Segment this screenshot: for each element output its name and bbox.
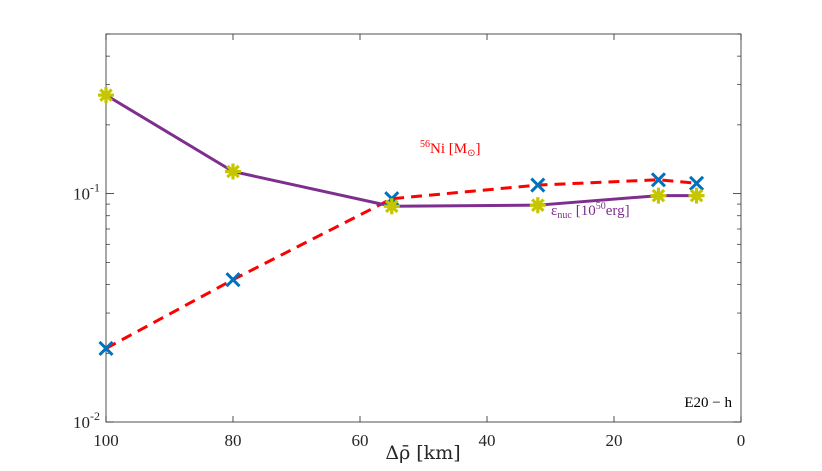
marker-stroke [651, 188, 666, 203]
x-tick-label: 60 [352, 431, 369, 450]
marker-stroke [226, 164, 240, 179]
data-point [225, 163, 241, 180]
marker-stroke [688, 175, 705, 191]
data-point [529, 197, 546, 214]
series-line-0 [105, 178, 697, 350]
annotation-ni-text: Ni [M [430, 141, 467, 157]
annotation-enuc-sup: 50 [596, 201, 606, 212]
marker-stroke [530, 177, 546, 193]
marker-stroke [689, 188, 704, 203]
model-label: E20 − h [684, 395, 732, 411]
data-point [688, 175, 705, 191]
data-point [98, 340, 114, 356]
data-point [650, 172, 667, 188]
plot-area [105, 33, 742, 423]
annotation-enuc-text1: [10 [576, 203, 596, 219]
x-axis-label: Δρ̄ [km] [385, 442, 460, 464]
data-point [98, 87, 114, 104]
y-tick-labels: 10-2 10-1 [73, 181, 100, 432]
series-layer [98, 87, 705, 356]
y-tick-label: 10-1 [73, 181, 100, 204]
annotation-ni: 56Ni [M⊙] [420, 139, 480, 159]
annotation-ni-close: ] [475, 141, 480, 157]
marker-stroke [98, 340, 114, 356]
marker-stroke [384, 199, 399, 214]
annotation-ni-sup: 56 [420, 139, 430, 150]
annotation-enuc: εnuc [1050erg] [551, 201, 630, 221]
data-point [688, 187, 705, 204]
annotation-enuc-sub: nuc [557, 210, 572, 221]
x-tick-label: 80 [225, 431, 242, 450]
annotation-enuc-symbol: ε [551, 203, 557, 219]
x-tick-label: 40 [479, 431, 496, 450]
x-tick-label: 0 [737, 431, 746, 450]
marker-stroke [99, 88, 113, 102]
x-tick-label: 100 [93, 431, 119, 450]
axis-ticks [105, 33, 742, 423]
annotation-ni-sub: ⊙ [467, 148, 475, 159]
data-point [530, 177, 546, 193]
marker-stroke [531, 198, 545, 212]
annotation-enuc-text2: erg] [606, 203, 630, 219]
marker-stroke [225, 272, 241, 288]
x-tick-label: 20 [606, 431, 623, 450]
y-tick-label: 10-2 [73, 409, 100, 432]
marker-stroke [650, 172, 667, 188]
data-point [225, 272, 241, 288]
data-point [650, 187, 667, 204]
data-point [383, 198, 400, 215]
x-tick-labels: 100 80 60 40 20 0 [93, 431, 745, 450]
